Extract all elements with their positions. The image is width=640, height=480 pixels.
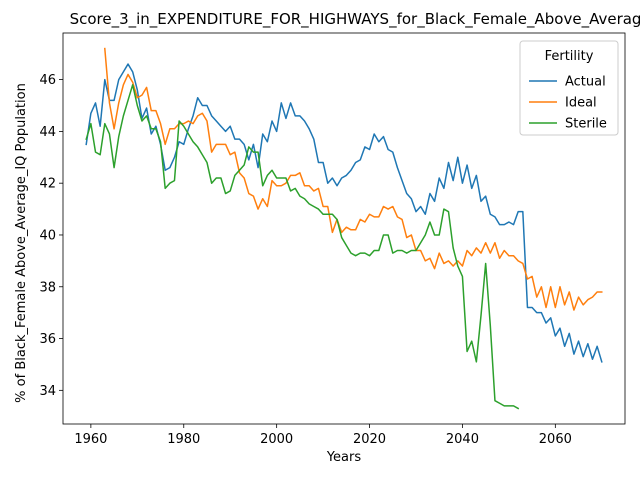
legend-box [519,40,619,136]
legend-label-sterile: Sterile [565,117,607,132]
y-tick-label: 46 [39,73,56,88]
x-tick-label: 2000 [260,432,293,447]
x-tick-label: 2060 [539,432,572,447]
x-tick-label: 1980 [167,432,200,447]
x-tick-label: 2040 [446,432,479,447]
y-tick-label: 38 [39,280,56,295]
x-tick-label: 2020 [353,432,386,447]
x-axis: 1960 1980 2000 2020 2040 2060 [74,424,572,447]
legend-label-ideal: Ideal [565,96,597,111]
y-tick-label: 44 [39,125,56,140]
plot-area [62,32,626,425]
x-tick-label: 1960 [74,432,107,447]
y-tick-label: 36 [39,332,56,347]
series-line-sterile [85,84,520,410]
legend-label-actual: Actual [565,75,606,90]
y-axis-label: % of Black_Female Above_Average_IQ Popul… [14,83,29,403]
y-axis: 34 36 38 40 42 44 46 [39,73,63,399]
plot-frame [62,32,626,425]
chart-title: Score_3_in_EXPENDITURE_FOR_HIGHWAYS_for_… [70,10,640,29]
legend: Fertility Actual Ideal Sterile [519,40,619,136]
y-tick-label: 42 [39,177,56,192]
y-tick-label: 34 [39,384,56,399]
y-tick-label: 40 [39,228,56,243]
x-axis-label: Years [326,450,362,465]
legend-title: Fertility [545,49,594,64]
series-line-actual [85,63,603,363]
series-line-ideal [103,47,603,311]
